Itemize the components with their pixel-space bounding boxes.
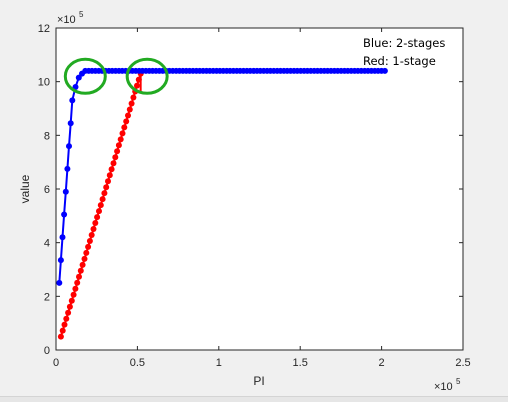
y-tick-label: 0 <box>44 345 50 357</box>
marks-layer <box>56 57 388 340</box>
y-tick-label: 10 <box>38 77 50 89</box>
series-red-point <box>126 106 133 113</box>
series-red-point <box>108 166 115 173</box>
series-red-point <box>59 327 66 334</box>
x-tick-label: 0 <box>53 357 59 369</box>
x-tick-label: 2 <box>379 357 385 369</box>
series-red-point <box>88 232 95 238</box>
series-red-point <box>130 94 137 101</box>
series-blue-point <box>56 279 63 286</box>
series-red-point <box>103 184 110 191</box>
y-tick-label: 4 <box>44 238 50 250</box>
series-blue-point <box>72 84 79 90</box>
ticks-layer: 0 0.5 1 1.5 2 2.5 0 2 4 6 8 10 12 <box>38 23 471 369</box>
series-blue-point <box>62 188 69 195</box>
series-red-point <box>63 315 70 322</box>
series-red-point <box>72 285 79 292</box>
series-red-point <box>135 76 142 83</box>
legend-annotation-blue: Blue: 2-stages <box>363 36 445 50</box>
y-tick-label: 8 <box>44 130 50 142</box>
highlight-circle <box>63 57 107 95</box>
series-red-point <box>117 136 124 143</box>
series-red-point <box>76 273 82 280</box>
series-red-point <box>134 82 140 89</box>
series-blue-point <box>69 97 76 104</box>
series-red-point <box>79 261 86 268</box>
series-red-point <box>85 243 92 250</box>
series-red-point <box>65 309 72 316</box>
series-blue-point <box>59 234 66 241</box>
series-red-point <box>115 142 122 149</box>
series-red-point <box>90 226 97 232</box>
y-axis-label: value <box>18 174 32 203</box>
series-red-point <box>68 297 75 304</box>
window-bottom-strip <box>0 396 508 402</box>
series-red-point <box>92 220 99 226</box>
series-red-point <box>61 321 68 328</box>
x-tick-label: 2.5 <box>455 357 470 369</box>
series-red-point <box>101 190 108 197</box>
series-red-point <box>121 124 128 131</box>
y-exponent-base: ×10 <box>57 14 76 26</box>
series-red-point <box>66 303 73 310</box>
series-blue-point <box>57 257 64 264</box>
series-blue-point <box>66 143 72 150</box>
series-blue-point <box>381 67 388 74</box>
series-red-point <box>77 267 84 274</box>
series-red-point <box>125 112 131 119</box>
series-red-point <box>128 100 135 107</box>
series-red-point <box>97 202 104 209</box>
series-red-point <box>114 148 121 155</box>
series-red-point <box>57 333 64 340</box>
series-red-point <box>83 249 90 256</box>
series-blue-point <box>61 211 68 218</box>
highlight-circle <box>125 57 169 95</box>
series-red-point <box>105 178 111 185</box>
series-red-point <box>96 208 102 215</box>
series-red-point <box>99 196 106 203</box>
y-exponent-power: 5 <box>79 10 84 19</box>
series-red-point <box>86 238 93 244</box>
series-red-point <box>119 130 126 137</box>
series-red-point <box>123 118 130 125</box>
x-exponent-base: ×10 <box>434 381 453 393</box>
series-red-point <box>112 154 119 161</box>
legend-annotation-red: Red: 1-stage <box>363 54 436 68</box>
series-red-point <box>81 255 88 262</box>
y-tick-label: 12 <box>38 23 50 35</box>
series-blue-point <box>64 165 71 172</box>
y-tick-label: 6 <box>44 184 50 196</box>
axes-background <box>56 28 463 350</box>
series-blue-point <box>67 120 74 127</box>
series-blue-point <box>75 74 82 81</box>
series-red-point <box>106 172 113 179</box>
series-red-point <box>74 279 81 286</box>
x-exponent-power: 5 <box>456 377 461 386</box>
y-tick-label: 2 <box>44 291 50 303</box>
x-tick-label: 1 <box>216 357 222 369</box>
x-tick-label: 1.5 <box>293 357 308 369</box>
x-tick-label: 0.5 <box>130 357 145 369</box>
series-red-point <box>94 214 101 221</box>
x-axis-label: PI <box>253 374 264 388</box>
series-red-point <box>110 160 117 167</box>
series-red-point <box>70 291 77 298</box>
